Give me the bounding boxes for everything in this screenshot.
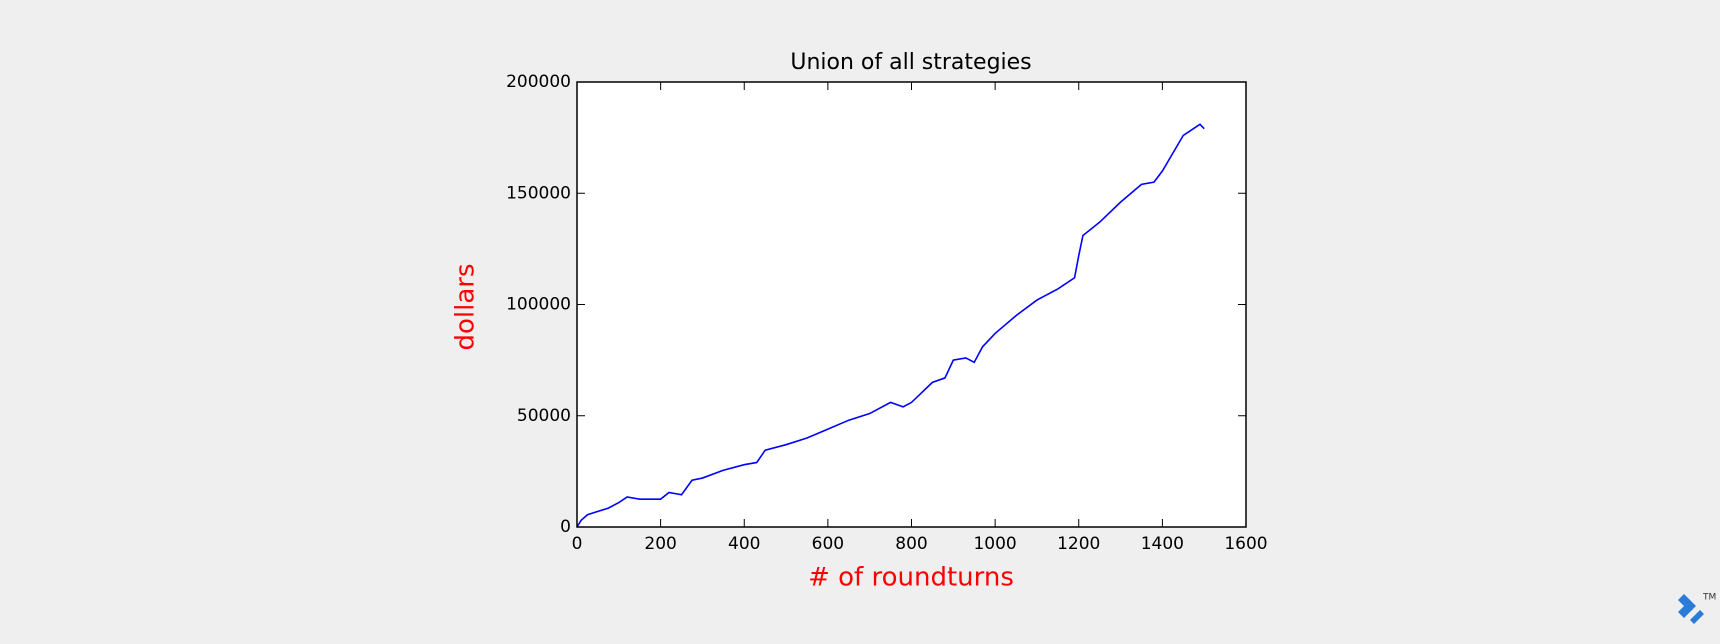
plot-area: [577, 82, 1246, 527]
y-axis-label: dollars: [451, 263, 481, 350]
plot-frame: [576, 81, 1247, 528]
logo: TM: [1678, 593, 1716, 624]
logo-icon: [1678, 594, 1704, 624]
x-tick-label: 1000: [973, 534, 1016, 554]
x-tick-label: 600: [812, 534, 844, 554]
x-tick-label: 1200: [1057, 534, 1100, 554]
x-tick-label: 200: [644, 534, 676, 554]
x-tick-label: 0: [572, 534, 583, 554]
x-tick-label: 800: [895, 534, 927, 554]
y-tick-label: 50000: [517, 406, 571, 426]
x-axis-label: # of roundturns: [808, 563, 1014, 593]
logo-trademark: TM: [1702, 593, 1716, 603]
y-tick-label: 0: [560, 517, 571, 537]
y-tick-label: 150000: [506, 183, 571, 203]
x-tick-label: 400: [728, 534, 760, 554]
x-tick-label: 1400: [1141, 534, 1184, 554]
x-tick-label: 1600: [1224, 534, 1267, 554]
data-line: [576, 123, 1205, 528]
y-tick-label: 100000: [506, 295, 571, 315]
chart-title: Union of all strategies: [790, 50, 1031, 75]
y-tick-label: 200000: [506, 72, 571, 92]
